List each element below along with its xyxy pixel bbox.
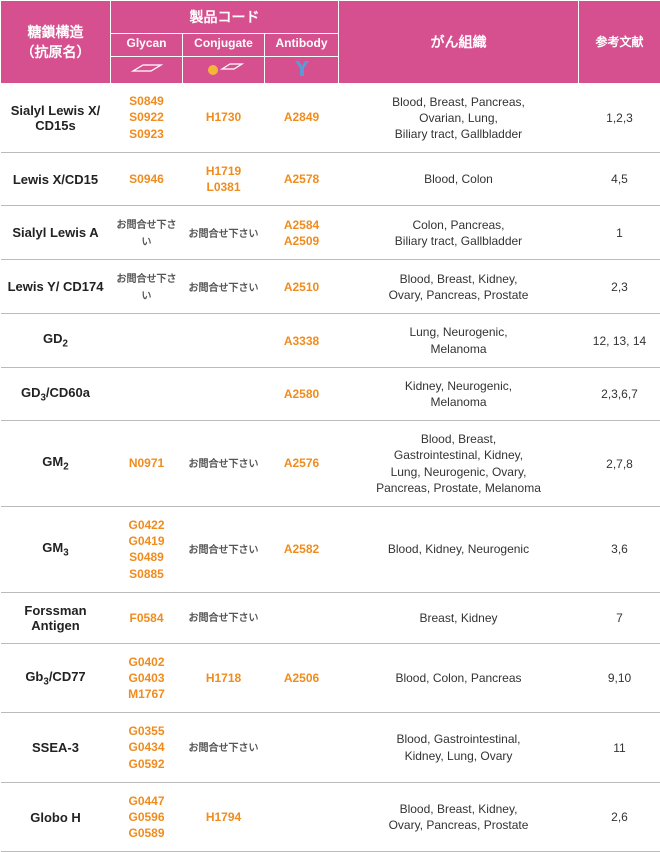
cell: 12, 13, 14	[579, 314, 660, 367]
cell: A2578	[265, 153, 339, 206]
cell: お問合せ下さい	[183, 713, 265, 783]
cell-name: GD3/CD60a	[1, 367, 111, 420]
cell-name: Globo H	[1, 782, 111, 852]
product-table: 糖鎖構造（抗原名） 製品コード がん組織 参考文献 Glycan Conjuga…	[0, 0, 660, 852]
cell: 9,10	[579, 643, 660, 713]
cell: 1	[579, 206, 660, 260]
cell: A2510	[265, 260, 339, 314]
cell: 2,3	[579, 260, 660, 314]
cell: G0402G0403M1767	[111, 643, 183, 713]
cell: Breast, Kidney	[339, 592, 579, 643]
table-row: ForssmanAntigenF0584お問合せ下さい Breast, Kidne…	[1, 592, 660, 643]
cell: Blood, Colon, Pancreas	[339, 643, 579, 713]
cell: お問合せ下さい	[183, 421, 265, 507]
cell-name: GM3	[1, 506, 111, 592]
antibody-icon	[265, 57, 339, 84]
cell: 11	[579, 713, 660, 783]
table-row: Lewis X/CD15S0946H1719L0381A2578Blood, C…	[1, 153, 660, 206]
cell: N0971	[111, 421, 183, 507]
cell: A2849	[265, 83, 339, 153]
cell: 2,7,8	[579, 421, 660, 507]
cell: H1718	[183, 643, 265, 713]
cell: Blood, Gastrointestinal,Kidney, Lung, Ov…	[339, 713, 579, 783]
cell: F0584	[111, 592, 183, 643]
cell: Kidney, Neurogenic,Melanoma	[339, 367, 579, 420]
cell	[265, 713, 339, 783]
table-row: GM3G0422G0419S0489S0885お問合せ下さいA2582Blood…	[1, 506, 660, 592]
cell-name: Sialyl Lewis X/CD15s	[1, 83, 111, 153]
table-body: Sialyl Lewis X/CD15sS0849S0922S0923H1730…	[1, 83, 660, 852]
table-row: Lewis Y/ CD174お問合せ下さいお問合せ下さいA2510Blood, …	[1, 260, 660, 314]
cell: H1719L0381	[183, 153, 265, 206]
cell: Blood, Kidney, Neurogenic	[339, 506, 579, 592]
cell: A2576	[265, 421, 339, 507]
cell-name: GD2	[1, 314, 111, 367]
cell-name: Gb3/CD77	[1, 643, 111, 713]
cell: G0422G0419S0489S0885	[111, 506, 183, 592]
cell	[111, 367, 183, 420]
conjugate-icon	[183, 57, 265, 84]
hdr-product-code: 製品コード	[111, 1, 339, 34]
hdr-glycan: Glycan	[111, 34, 183, 57]
cell: Blood, Breast, Kidney,Ovary, Pancreas, P…	[339, 260, 579, 314]
cell: G0447G0596G0589	[111, 782, 183, 852]
cell	[183, 314, 265, 367]
cell	[111, 314, 183, 367]
cell	[183, 367, 265, 420]
cell: 3,6	[579, 506, 660, 592]
cell-name: SSEA-3	[1, 713, 111, 783]
table-row: GD3/CD60a A2580Kidney, Neurogenic,Melanom…	[1, 367, 660, 420]
cell: Colon, Pancreas,Biliary tract, Gallbladd…	[339, 206, 579, 260]
hdr-structure: 糖鎖構造（抗原名）	[1, 1, 111, 84]
cell: A2580	[265, 367, 339, 420]
cell: 2,6	[579, 782, 660, 852]
cell: Blood, Breast, Pancreas,Ovarian, Lung,Bi…	[339, 83, 579, 153]
cell: S0849S0922S0923	[111, 83, 183, 153]
table-row: Sialyl Lewis X/CD15sS0849S0922S0923H1730…	[1, 83, 660, 153]
cell: 2,3,6,7	[579, 367, 660, 420]
table-row: Gb3/CD77G0402G0403M1767H1718A2506Blood, …	[1, 643, 660, 713]
cell	[265, 782, 339, 852]
table-row: Sialyl Lewis Aお問合せ下さいお問合せ下さいA2584A2509Co…	[1, 206, 660, 260]
cell: 1,2,3	[579, 83, 660, 153]
cell: A2584A2509	[265, 206, 339, 260]
cell: 4,5	[579, 153, 660, 206]
cell: お問合せ下さい	[183, 260, 265, 314]
cell: H1730	[183, 83, 265, 153]
cell: Blood, Breast,Gastrointestinal, Kidney,L…	[339, 421, 579, 507]
cell-name: ForssmanAntigen	[1, 592, 111, 643]
cell: お問合せ下さい	[183, 592, 265, 643]
cell: H1794	[183, 782, 265, 852]
cell	[265, 592, 339, 643]
cell: A3338	[265, 314, 339, 367]
cell: G0355G0434G0592	[111, 713, 183, 783]
cell: A2582	[265, 506, 339, 592]
table-row: Globo HG0447G0596G0589H1794 Blood, Breast…	[1, 782, 660, 852]
table-row: GM2N0971お問合せ下さいA2576Blood, Breast,Gastro…	[1, 421, 660, 507]
table-row: SSEA-3G0355G0434G0592お問合せ下さい Blood, Gastr…	[1, 713, 660, 783]
cell: お問合せ下さい	[111, 206, 183, 260]
cell: お問合せ下さい	[111, 260, 183, 314]
hdr-antibody: Antibody	[265, 34, 339, 57]
hdr-conjugate: Conjugate	[183, 34, 265, 57]
hdr-refs: 参考文献	[579, 1, 660, 84]
cell: Blood, Breast, Kidney,Ovary, Pancreas, P…	[339, 782, 579, 852]
cell: Lung, Neurogenic,Melanoma	[339, 314, 579, 367]
cell: お問合せ下さい	[183, 506, 265, 592]
table-row: GD2 A3338Lung, Neurogenic,Melanoma12, 13,…	[1, 314, 660, 367]
cell-name: GM2	[1, 421, 111, 507]
cell-name: Sialyl Lewis A	[1, 206, 111, 260]
hdr-tissue: がん組織	[339, 1, 579, 84]
cell-name: Lewis Y/ CD174	[1, 260, 111, 314]
cell: お問合せ下さい	[183, 206, 265, 260]
cell-name: Lewis X/CD15	[1, 153, 111, 206]
cell: A2506	[265, 643, 339, 713]
cell: S0946	[111, 153, 183, 206]
cell: 7	[579, 592, 660, 643]
cell: Blood, Colon	[339, 153, 579, 206]
glycan-icon	[111, 57, 183, 84]
